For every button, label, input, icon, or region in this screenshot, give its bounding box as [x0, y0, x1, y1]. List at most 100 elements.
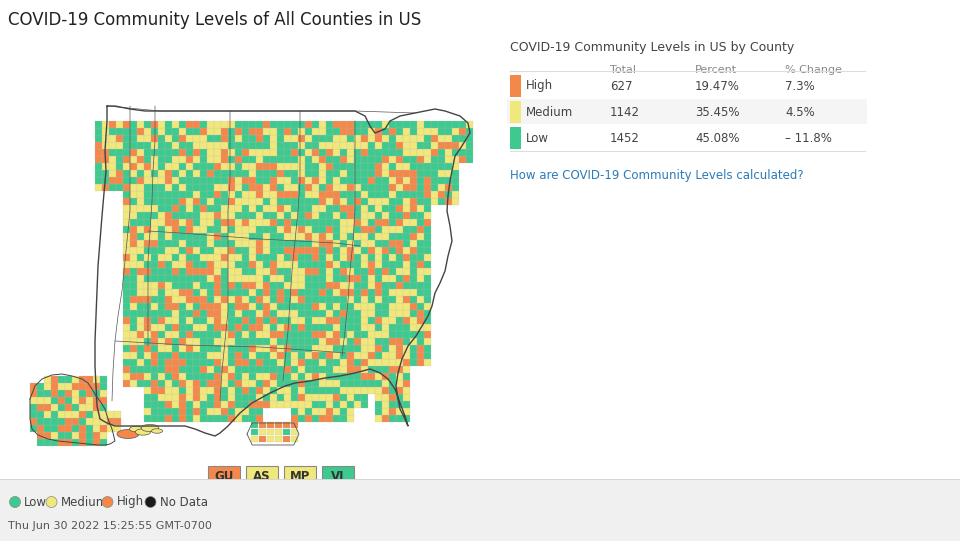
Bar	[348, 339, 353, 345]
Bar	[256, 325, 263, 331]
Bar	[186, 233, 193, 240]
Bar	[101, 411, 107, 418]
Bar	[396, 332, 402, 338]
Bar	[305, 226, 312, 233]
Bar	[403, 233, 410, 240]
Circle shape	[102, 497, 113, 507]
Bar	[235, 199, 242, 204]
Bar	[403, 149, 410, 156]
Bar	[452, 149, 459, 156]
Bar	[418, 240, 423, 247]
Bar	[235, 170, 242, 176]
Bar	[124, 184, 130, 190]
Bar	[369, 345, 374, 352]
Bar	[131, 318, 136, 324]
Bar	[375, 359, 381, 366]
Bar	[305, 311, 312, 316]
Bar	[390, 408, 396, 414]
Bar	[424, 311, 431, 316]
Bar	[305, 192, 312, 197]
Bar	[341, 261, 347, 268]
Bar	[354, 142, 361, 149]
Bar	[37, 418, 43, 425]
Bar	[271, 268, 276, 275]
Bar	[305, 199, 312, 204]
Bar	[52, 439, 58, 446]
Bar	[439, 177, 444, 183]
Bar	[467, 128, 472, 135]
Bar	[396, 359, 402, 366]
Bar	[375, 318, 381, 324]
Bar	[382, 282, 389, 288]
Bar	[320, 352, 325, 359]
Bar	[228, 318, 234, 324]
Bar	[320, 261, 325, 268]
Bar	[242, 233, 249, 240]
Bar	[271, 325, 276, 331]
Bar	[250, 213, 255, 219]
Bar	[424, 142, 431, 149]
Bar	[207, 192, 213, 197]
Bar	[326, 261, 332, 268]
Bar	[424, 325, 431, 331]
Bar	[137, 121, 144, 128]
Bar	[390, 318, 396, 324]
Bar	[228, 247, 234, 254]
Bar	[277, 339, 283, 345]
Bar	[277, 359, 283, 366]
Bar	[165, 380, 172, 387]
Bar	[214, 247, 221, 254]
Bar	[242, 240, 249, 247]
Bar	[361, 387, 368, 394]
Bar	[235, 128, 242, 135]
Bar	[201, 184, 206, 190]
Bar	[326, 156, 332, 163]
Bar	[284, 142, 291, 149]
Bar	[250, 233, 255, 240]
Bar	[277, 275, 283, 282]
Bar	[158, 121, 164, 128]
Bar	[320, 325, 325, 331]
Bar	[424, 184, 431, 190]
Bar	[124, 192, 130, 197]
Bar	[263, 352, 270, 359]
Bar	[348, 415, 353, 421]
Bar	[235, 206, 242, 212]
Bar	[299, 415, 304, 421]
Bar	[228, 311, 234, 316]
Bar	[124, 206, 130, 212]
Bar	[369, 289, 374, 295]
Bar	[396, 345, 402, 352]
Bar	[375, 254, 381, 261]
Bar	[242, 149, 249, 156]
Text: Thu Jun 30 2022 15:25:55 GMT-0700: Thu Jun 30 2022 15:25:55 GMT-0700	[8, 521, 212, 531]
Bar	[95, 121, 102, 128]
Bar	[222, 352, 228, 359]
Bar	[271, 170, 276, 176]
Bar	[277, 345, 283, 352]
Bar	[348, 233, 353, 240]
Bar	[284, 247, 291, 254]
Bar	[305, 387, 312, 394]
Bar	[292, 206, 298, 212]
Bar	[333, 170, 340, 176]
Bar	[382, 254, 389, 261]
Bar	[250, 415, 255, 421]
Bar	[275, 429, 282, 435]
Bar	[452, 135, 459, 142]
Bar	[124, 213, 130, 219]
Bar	[320, 332, 325, 338]
Bar	[173, 128, 179, 135]
Bar	[403, 282, 410, 288]
Bar	[333, 206, 340, 212]
Bar	[72, 398, 79, 404]
Bar	[180, 332, 185, 338]
Bar	[235, 177, 242, 183]
Bar	[369, 261, 374, 268]
Bar	[250, 206, 255, 212]
Bar	[263, 387, 270, 394]
Bar	[256, 199, 263, 204]
Bar	[59, 425, 64, 432]
Bar	[250, 289, 255, 295]
Bar	[326, 345, 332, 352]
